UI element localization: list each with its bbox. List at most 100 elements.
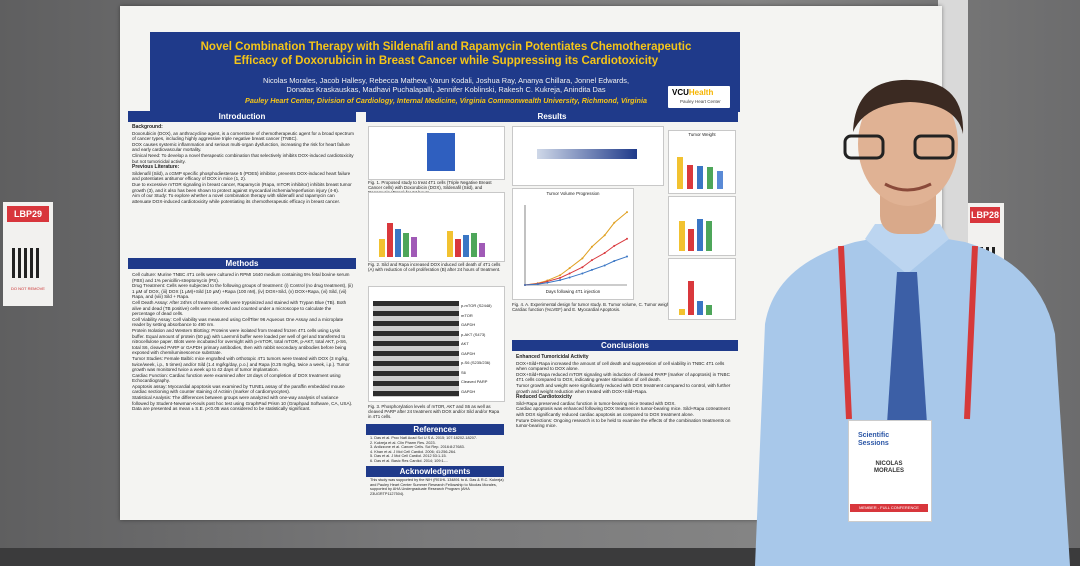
section-header-conclusions: Conclusions <box>512 340 738 351</box>
chart-xlabel: Days following 4T1 injection <box>545 289 601 294</box>
chart-bar <box>677 157 683 189</box>
paragraph: Tumor Studies: Female Balb/c mice engraf… <box>132 355 350 373</box>
figure-4c-tumor-weight: Tumor Weight <box>668 130 736 194</box>
paragraph: Sildenafil (Sild), a cGMP specific phosp… <box>132 170 351 182</box>
chart-bar <box>463 235 469 257</box>
data-point <box>590 268 593 271</box>
blot-label: p-AKT (S473) <box>461 331 486 337</box>
paragraph: Cell Viability Assay: Cell viability was… <box>132 316 344 328</box>
lanyard <box>838 245 978 420</box>
chart-bar <box>688 281 694 315</box>
chart-bar <box>395 229 401 257</box>
figure-4e-apoptosis <box>668 258 736 320</box>
data-point <box>613 260 616 262</box>
reference: 5. Das et al. J Mol Cell Cardiol. 2012 5… <box>370 454 447 459</box>
badge-footer: MEMBER - FULL CONFERENCE <box>859 505 919 510</box>
hair <box>853 79 964 134</box>
conclusions-text: Enhanced Tumoricidal Activity DOX+Sild+R… <box>516 354 736 502</box>
logo-text: VCU <box>672 88 689 97</box>
research-poster: Novel Combination Therapy with Sildenafi… <box>120 6 942 520</box>
section-header-acknowledgments: Acknowledgments <box>366 466 504 477</box>
blot-label: S6 <box>461 369 466 375</box>
data-point <box>613 244 616 247</box>
poster-authors: Nicolas Morales, Jacob Hallesy, Rebecca … <box>158 76 734 94</box>
neighbor-poster-left: LBP29 DO NOT REMOVE <box>3 202 53 306</box>
data-point <box>626 237 628 240</box>
chart-bar <box>411 237 417 257</box>
figure-2-charts <box>368 192 505 262</box>
reference: 6. Das et al. Basic Res Cardiol. 2014; 1… <box>370 458 449 463</box>
poster-header <box>150 32 740 112</box>
chart-bar <box>706 221 712 251</box>
data-point <box>581 266 584 269</box>
vcu-health-logo: VCUHealth Pauley Heart Center <box>668 86 730 108</box>
blot-label: AKT <box>461 341 469 346</box>
series-line <box>524 238 628 286</box>
data-point <box>613 221 616 224</box>
chart-bar <box>403 233 409 257</box>
chart-axis <box>524 205 627 286</box>
section-header-methods: Methods <box>128 258 356 269</box>
paragraph: Statistical Analysis: The differences be… <box>132 395 353 412</box>
data-point <box>626 211 628 214</box>
paragraph: Due to excessive mTOR signaling in breas… <box>132 181 352 193</box>
label: Reduced Cardiotoxicity <box>516 394 572 401</box>
data-point <box>603 252 606 254</box>
introduction-text: Background: Doxorubicin (DOX), an anthra… <box>132 124 354 252</box>
authors-line: Nicolas Morales, Jacob Hallesy, Rebecca … <box>262 76 630 85</box>
chart-bar <box>455 239 461 257</box>
chart-bar <box>379 239 385 257</box>
reference: 3. Ardizzone et al. Cancer Cells. Sci Re… <box>370 445 465 450</box>
poster-affiliation: Pauley Heart Center, Division of Cardiol… <box>245 96 647 105</box>
badge-strip: MEMBER - FULL CONFERENCE <box>850 504 928 512</box>
paragraph: Sild+Rapa preserved cardiac function in … <box>516 400 676 406</box>
chart-title: Tumor Volume Progression <box>546 191 600 196</box>
data-point <box>581 272 584 275</box>
figure-4-caption: Fig. 4. A. Experimental design for tumor… <box>512 302 678 313</box>
section-header-results: Results <box>366 111 738 122</box>
badge-name: NICOLAS MORALES <box>853 461 925 475</box>
figure-4a-design <box>512 126 664 186</box>
glasses-icon <box>913 134 955 160</box>
reference: 2. Kukreja et al. Clin Pharm Res. 2023. <box>370 440 436 445</box>
chart-bar <box>717 171 723 189</box>
chart-bar <box>706 305 712 315</box>
blot-label: Cleaved PARP <box>461 379 488 384</box>
data-point <box>603 234 606 237</box>
blot-label: GAPDH <box>461 322 476 327</box>
poster-id-tag: LBP29 <box>7 206 49 222</box>
badge-brand-text: Scientific <box>858 432 890 439</box>
chart-title: Tumor Weight <box>688 132 716 137</box>
blot-label: p-mTOR (S2448) <box>461 303 492 308</box>
title-line: Efficacy of Doxorubicin in Breast Cancer… <box>233 55 659 67</box>
paragraph: Clinical Need: To develop a novel therap… <box>132 152 354 164</box>
logo-text: Health <box>688 88 714 97</box>
data-point <box>581 257 584 260</box>
chart-bar <box>387 223 393 257</box>
chart-bar <box>688 229 694 251</box>
data-point <box>559 279 562 282</box>
data-point <box>603 264 606 267</box>
data-point <box>626 255 628 258</box>
cell-plate-box <box>427 133 455 171</box>
poster-id-tag: LBP28 <box>970 207 1000 223</box>
figure-3-western-blot: p-mTOR (S2448) mTOR GAPDH p-AKT (S473) A… <box>368 286 505 402</box>
shirt-collar <box>865 224 949 274</box>
section-header-introduction: Introduction <box>128 111 356 122</box>
data-point <box>590 245 593 248</box>
paragraph: Cell Death Assay: After 24hrs of treatme… <box>132 299 347 317</box>
reference: 4. Khan et al. J Mol Cell Cardiol. 2006;… <box>370 449 457 454</box>
figure-4d-cardiac-function <box>668 196 736 256</box>
figure-2-caption: Fig. 2. Sild and Rapa increased DOX indu… <box>368 262 501 273</box>
methods-text: Cell culture: Murine TNBC 4T1 cells were… <box>132 272 354 486</box>
paragraph: Cardiac apoptosis was enhanced following… <box>516 406 730 417</box>
chart-bar <box>687 165 693 189</box>
references-list: 1. Das et al. Proc Natl Acad Sci U S A. … <box>370 436 504 464</box>
logo-subtext: Pauley Heart Center <box>680 99 721 104</box>
paragraph: Cell culture: Murine TNBC 4T1 cells were… <box>132 272 350 283</box>
chart-bar <box>479 243 485 257</box>
tumor-volume-chart <box>524 205 628 286</box>
data-point <box>524 284 526 286</box>
label: Enhanced Tumoricidal Activity <box>516 354 589 360</box>
series-line <box>524 256 628 286</box>
